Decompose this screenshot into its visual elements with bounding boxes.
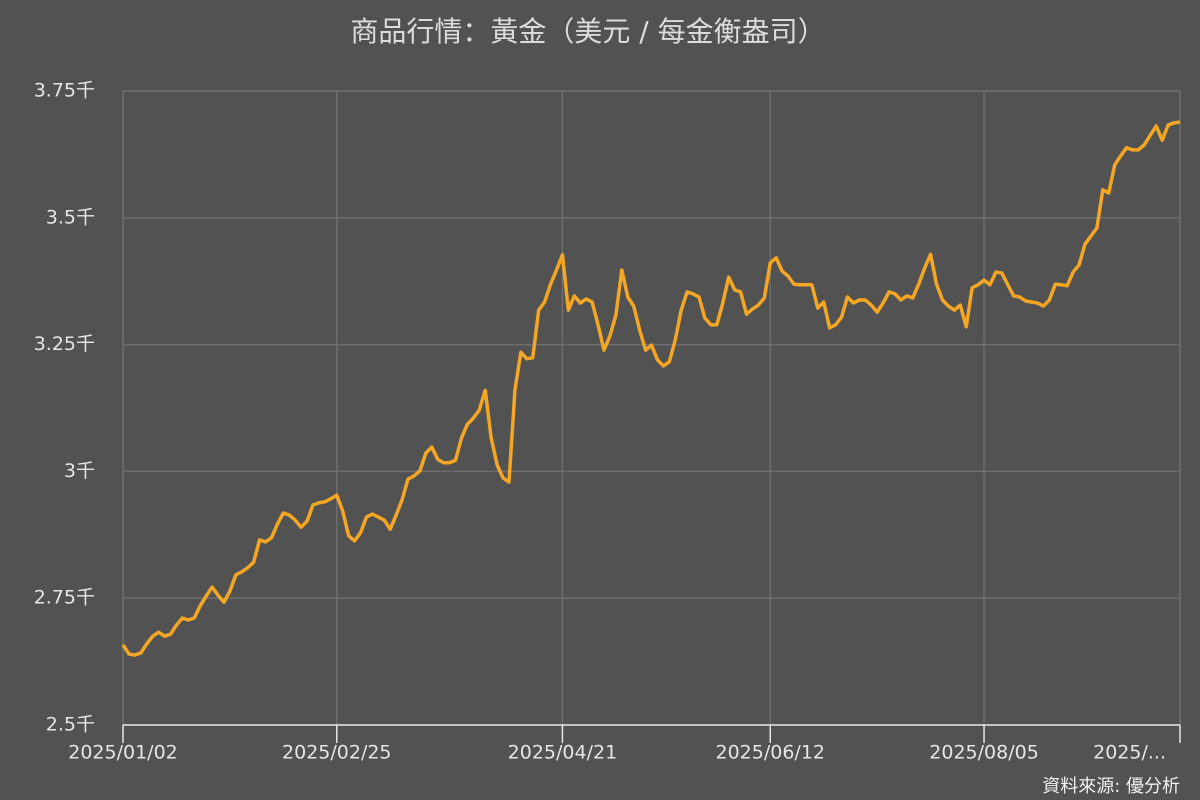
x-tick-label: 2025/01/02 — [68, 742, 178, 764]
x-tick-label: 2025/02/25 — [282, 742, 392, 764]
x-tick-label: 2025/06/12 — [716, 742, 826, 764]
y-tick-label: 3.5千 — [46, 206, 95, 228]
y-tick-label: 3.25千 — [34, 333, 95, 355]
y-tick-label: 3.75千 — [34, 80, 95, 102]
x-tick-label: 2025/04/21 — [508, 742, 618, 764]
price-line — [121, 120, 1181, 657]
y-tick-label: 2.75千 — [34, 587, 95, 609]
y-tick-label: 3千 — [64, 460, 95, 482]
y-tick-label: 2.5千 — [46, 714, 95, 736]
x-tick-label: 2025/... — [1093, 742, 1166, 764]
source-note: 資料來源: 優分析 — [1042, 776, 1180, 797]
x-tick-label: 2025/08/05 — [929, 742, 1039, 764]
chart-title: 商品行情：黃金（美元 / 每金衡盎司） — [350, 15, 825, 48]
